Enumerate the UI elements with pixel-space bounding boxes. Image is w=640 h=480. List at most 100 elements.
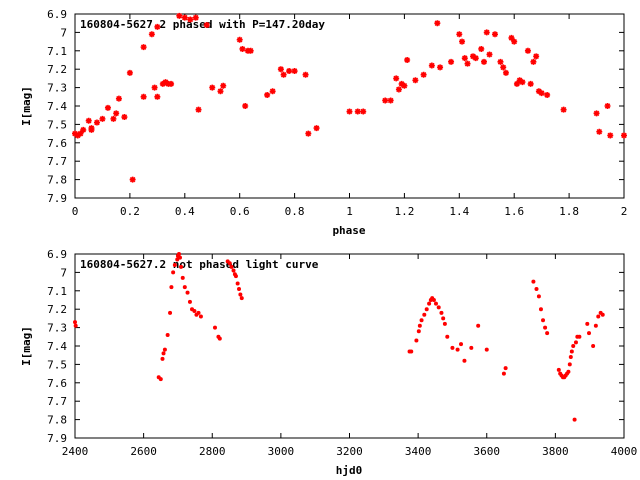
data-point bbox=[264, 91, 271, 98]
data-point bbox=[424, 307, 429, 312]
data-point bbox=[573, 340, 578, 345]
data-point bbox=[104, 104, 111, 111]
x-axis-label: hjd0 bbox=[336, 464, 363, 477]
data-point bbox=[433, 301, 438, 306]
data-point bbox=[236, 36, 243, 43]
data-point bbox=[99, 115, 106, 122]
data-point bbox=[419, 318, 424, 323]
data-point bbox=[513, 80, 520, 87]
data-point bbox=[593, 323, 598, 328]
data-point bbox=[445, 334, 450, 339]
data-point bbox=[233, 274, 238, 279]
phased-light-curve-panel: 160804-5627.2 phased with P=147.20day ph… bbox=[20, 8, 627, 237]
data-point bbox=[556, 367, 561, 372]
data-point bbox=[239, 45, 246, 52]
data-point bbox=[80, 126, 87, 133]
data-point bbox=[113, 110, 120, 117]
data-point bbox=[412, 77, 419, 84]
data-point bbox=[469, 345, 474, 350]
y-tick-label: 7 bbox=[60, 26, 67, 39]
data-point bbox=[538, 307, 543, 312]
data-point bbox=[472, 55, 479, 62]
data-point bbox=[511, 38, 518, 45]
x-tick-label: 2800 bbox=[199, 445, 226, 458]
data-point bbox=[428, 62, 435, 69]
data-point bbox=[198, 314, 203, 319]
y-tick-label: 7.4 bbox=[47, 100, 67, 113]
x-tick-label: 0.4 bbox=[175, 205, 195, 218]
x-tick-label: 2400 bbox=[62, 445, 89, 458]
data-point bbox=[508, 34, 515, 41]
data-point bbox=[360, 108, 367, 115]
data-point bbox=[238, 292, 243, 297]
axis-ticks: 0 0.2 0.4 0.6 0.8 1 1.2 1.4 1.6 1.8 2 6.9 7 7.1 7.2 7.3… bbox=[47, 8, 627, 218]
y-tick-label: 7.8 bbox=[47, 174, 67, 187]
data-point bbox=[524, 47, 531, 54]
data-point bbox=[543, 325, 548, 330]
x-tick-label: 0 bbox=[72, 205, 79, 218]
data-point bbox=[459, 38, 466, 45]
data-point bbox=[422, 312, 427, 317]
x-tick-label: 3800 bbox=[542, 445, 569, 458]
data-point bbox=[160, 356, 165, 361]
data-point bbox=[544, 91, 551, 98]
x-tick-label: 2600 bbox=[130, 445, 157, 458]
data-point bbox=[502, 69, 509, 76]
data-point bbox=[192, 14, 199, 21]
data-point bbox=[88, 126, 95, 133]
data-point bbox=[140, 93, 147, 100]
data-point bbox=[176, 252, 181, 256]
data-point bbox=[154, 93, 161, 100]
data-point bbox=[73, 320, 77, 325]
data-point bbox=[286, 68, 293, 75]
chart-title: 160804-5627.2 phased with P=147.20day bbox=[80, 18, 325, 31]
data-point bbox=[401, 82, 408, 89]
data-point bbox=[187, 16, 194, 23]
data-point bbox=[416, 329, 421, 334]
data-point bbox=[587, 331, 592, 336]
y-tick-label: 7.1 bbox=[47, 45, 67, 58]
x-tick-label: 3600 bbox=[474, 445, 501, 458]
data-point bbox=[77, 130, 84, 137]
data-point bbox=[464, 60, 471, 67]
data-point bbox=[441, 316, 446, 321]
data-point bbox=[195, 106, 202, 113]
data-point bbox=[519, 79, 526, 86]
data-point bbox=[434, 20, 441, 27]
data-point bbox=[110, 115, 117, 122]
data-point bbox=[607, 132, 614, 139]
data-point bbox=[404, 57, 411, 63]
data-point bbox=[168, 310, 173, 315]
y-tick-label: 7.3 bbox=[47, 82, 67, 95]
y-tick-label: 7.7 bbox=[47, 155, 67, 168]
y-tick-label: 6.9 bbox=[47, 248, 67, 261]
data-point bbox=[180, 275, 185, 280]
x-axis-label: phase bbox=[332, 224, 365, 237]
y-tick-label: 7.2 bbox=[47, 63, 67, 76]
data-point bbox=[527, 80, 534, 87]
y-tick-label: 7.7 bbox=[47, 395, 67, 408]
y-axis-label: I[mag] bbox=[20, 86, 33, 126]
data-point bbox=[437, 64, 444, 71]
data-point bbox=[115, 95, 122, 102]
data-point bbox=[217, 336, 222, 341]
data-point bbox=[73, 323, 78, 328]
y-axis-label: I[mag] bbox=[20, 326, 33, 366]
data-point bbox=[395, 86, 402, 93]
x-tick-label: 4000 bbox=[611, 445, 638, 458]
y-tick-label: 7.6 bbox=[47, 377, 67, 390]
data-point bbox=[604, 103, 611, 109]
y-tick-label: 7.5 bbox=[47, 358, 67, 371]
data-point bbox=[427, 301, 432, 306]
data-point bbox=[305, 130, 312, 137]
data-point bbox=[414, 338, 419, 343]
data-point bbox=[121, 114, 128, 121]
data-point bbox=[185, 290, 190, 295]
data-point bbox=[93, 119, 100, 126]
data-point bbox=[269, 88, 276, 95]
y-tick-label: 7.5 bbox=[47, 118, 67, 131]
data-point bbox=[382, 97, 389, 104]
data-point bbox=[203, 22, 210, 29]
plot-frame bbox=[74, 253, 625, 439]
data-point bbox=[129, 176, 136, 183]
